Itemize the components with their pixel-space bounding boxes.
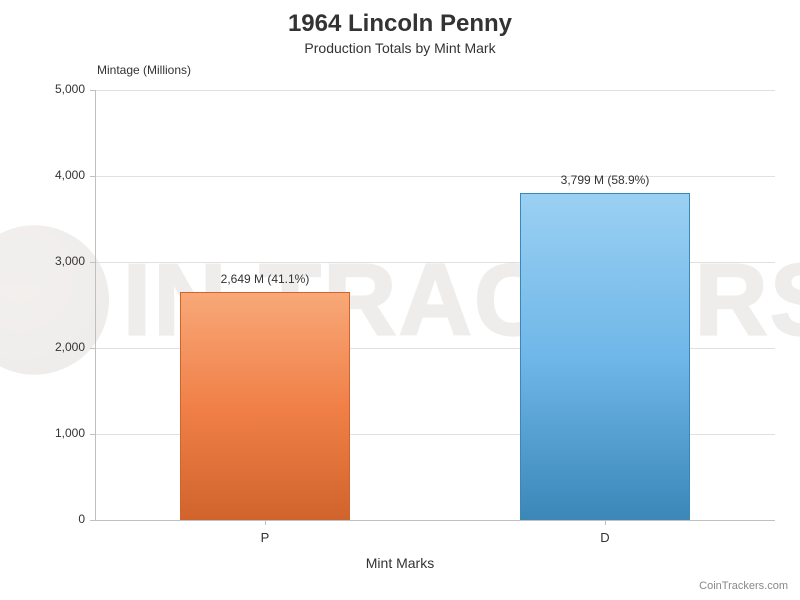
x-tick-mark [605,520,606,525]
x-tick-label: P [235,530,295,545]
credit-text: CoinTrackers.com [699,580,788,592]
chart-title: 1964 Lincoln Penny [0,10,800,38]
bar-label: 3,799 M (58.9%) [525,173,685,187]
y-tick-label: 4,000 [40,168,85,182]
x-axis-line [95,520,775,521]
y-tick-label: 2,000 [40,340,85,354]
y-tick-label: 3,000 [40,254,85,268]
chart-subtitle: Production Totals by Mint Mark [0,40,800,56]
bar-label: 2,649 M (41.1%) [185,272,345,286]
x-axis-title: Mint Marks [0,555,800,571]
y-tick-label: 0 [40,512,85,526]
bar-p [180,292,350,520]
y-axis-label: Mintage (Millions) [97,63,191,77]
x-tick-mark [265,520,266,525]
y-axis-line [95,90,96,520]
y-tick-label: 1,000 [40,426,85,440]
y-tick-label: 5,000 [40,82,85,96]
gridline [95,90,775,91]
bar-d [520,193,690,520]
x-tick-label: D [575,530,635,545]
chart-container: IN TRACKERS 1964 Lincoln Penny Productio… [0,0,800,600]
